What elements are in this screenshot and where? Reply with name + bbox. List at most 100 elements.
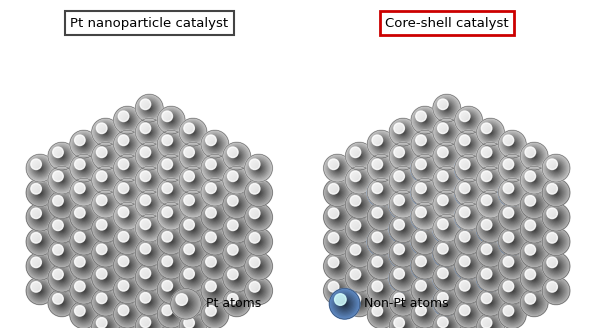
Circle shape — [435, 266, 458, 289]
Circle shape — [179, 191, 207, 219]
Circle shape — [485, 249, 496, 261]
Circle shape — [445, 179, 449, 184]
Circle shape — [126, 289, 128, 291]
Circle shape — [147, 276, 152, 281]
Circle shape — [456, 278, 481, 303]
Circle shape — [441, 247, 452, 258]
Circle shape — [446, 278, 448, 280]
Circle shape — [136, 288, 163, 316]
Circle shape — [142, 173, 156, 187]
Circle shape — [97, 198, 113, 214]
Circle shape — [402, 180, 404, 182]
Circle shape — [113, 276, 142, 304]
Circle shape — [180, 216, 206, 242]
Circle shape — [442, 224, 451, 233]
Circle shape — [476, 289, 505, 316]
Circle shape — [476, 264, 505, 291]
Circle shape — [441, 249, 452, 261]
Circle shape — [392, 219, 413, 240]
Circle shape — [488, 252, 493, 257]
Circle shape — [351, 295, 367, 311]
Circle shape — [139, 243, 160, 264]
Circle shape — [380, 167, 382, 170]
Circle shape — [54, 173, 70, 189]
Circle shape — [328, 159, 347, 177]
Circle shape — [394, 195, 404, 206]
Circle shape — [455, 131, 482, 159]
Circle shape — [179, 313, 207, 329]
Circle shape — [460, 135, 478, 153]
Circle shape — [94, 267, 117, 290]
Circle shape — [143, 272, 155, 284]
Circle shape — [391, 216, 416, 242]
Circle shape — [355, 152, 364, 161]
Circle shape — [445, 226, 449, 231]
Circle shape — [182, 171, 203, 191]
Circle shape — [455, 227, 482, 255]
Circle shape — [233, 177, 240, 184]
Circle shape — [464, 189, 473, 198]
Circle shape — [158, 181, 184, 207]
Circle shape — [250, 208, 260, 218]
Circle shape — [439, 294, 455, 310]
Circle shape — [504, 209, 520, 225]
Circle shape — [73, 304, 94, 325]
Circle shape — [370, 206, 393, 229]
Circle shape — [481, 123, 500, 141]
Circle shape — [440, 296, 454, 310]
Circle shape — [50, 266, 73, 290]
Circle shape — [179, 215, 207, 242]
Circle shape — [212, 191, 217, 195]
Circle shape — [211, 263, 218, 270]
Circle shape — [442, 249, 451, 258]
Circle shape — [201, 179, 229, 207]
Circle shape — [113, 180, 142, 208]
Circle shape — [115, 228, 140, 253]
Circle shape — [212, 239, 217, 243]
Circle shape — [53, 171, 71, 190]
Circle shape — [167, 262, 175, 269]
Circle shape — [141, 174, 157, 190]
Circle shape — [59, 227, 64, 232]
Circle shape — [504, 185, 520, 201]
Circle shape — [140, 317, 158, 329]
Circle shape — [208, 283, 222, 297]
Circle shape — [180, 192, 206, 217]
Circle shape — [55, 198, 69, 212]
Circle shape — [139, 242, 160, 263]
Circle shape — [437, 243, 448, 254]
Circle shape — [116, 278, 139, 301]
Circle shape — [61, 180, 63, 182]
Circle shape — [367, 179, 395, 207]
Circle shape — [97, 222, 113, 238]
Circle shape — [201, 154, 229, 182]
Circle shape — [58, 177, 65, 184]
Circle shape — [182, 219, 203, 240]
Circle shape — [437, 221, 456, 240]
Circle shape — [122, 235, 133, 246]
Circle shape — [118, 234, 137, 252]
Circle shape — [125, 190, 130, 195]
Circle shape — [27, 229, 53, 254]
Circle shape — [203, 279, 226, 302]
Circle shape — [523, 217, 546, 241]
Circle shape — [486, 225, 495, 234]
Circle shape — [116, 133, 139, 156]
Circle shape — [94, 243, 117, 266]
Circle shape — [526, 148, 542, 164]
Circle shape — [158, 254, 184, 279]
Circle shape — [146, 323, 153, 329]
Circle shape — [188, 298, 197, 307]
Circle shape — [122, 309, 133, 320]
Circle shape — [160, 207, 183, 230]
Circle shape — [28, 206, 52, 229]
Circle shape — [370, 181, 393, 204]
Circle shape — [256, 289, 261, 293]
Circle shape — [420, 212, 430, 221]
Circle shape — [394, 196, 404, 207]
Circle shape — [97, 220, 107, 231]
Circle shape — [207, 184, 223, 200]
Circle shape — [100, 126, 112, 138]
Circle shape — [391, 169, 415, 192]
Circle shape — [163, 185, 179, 201]
